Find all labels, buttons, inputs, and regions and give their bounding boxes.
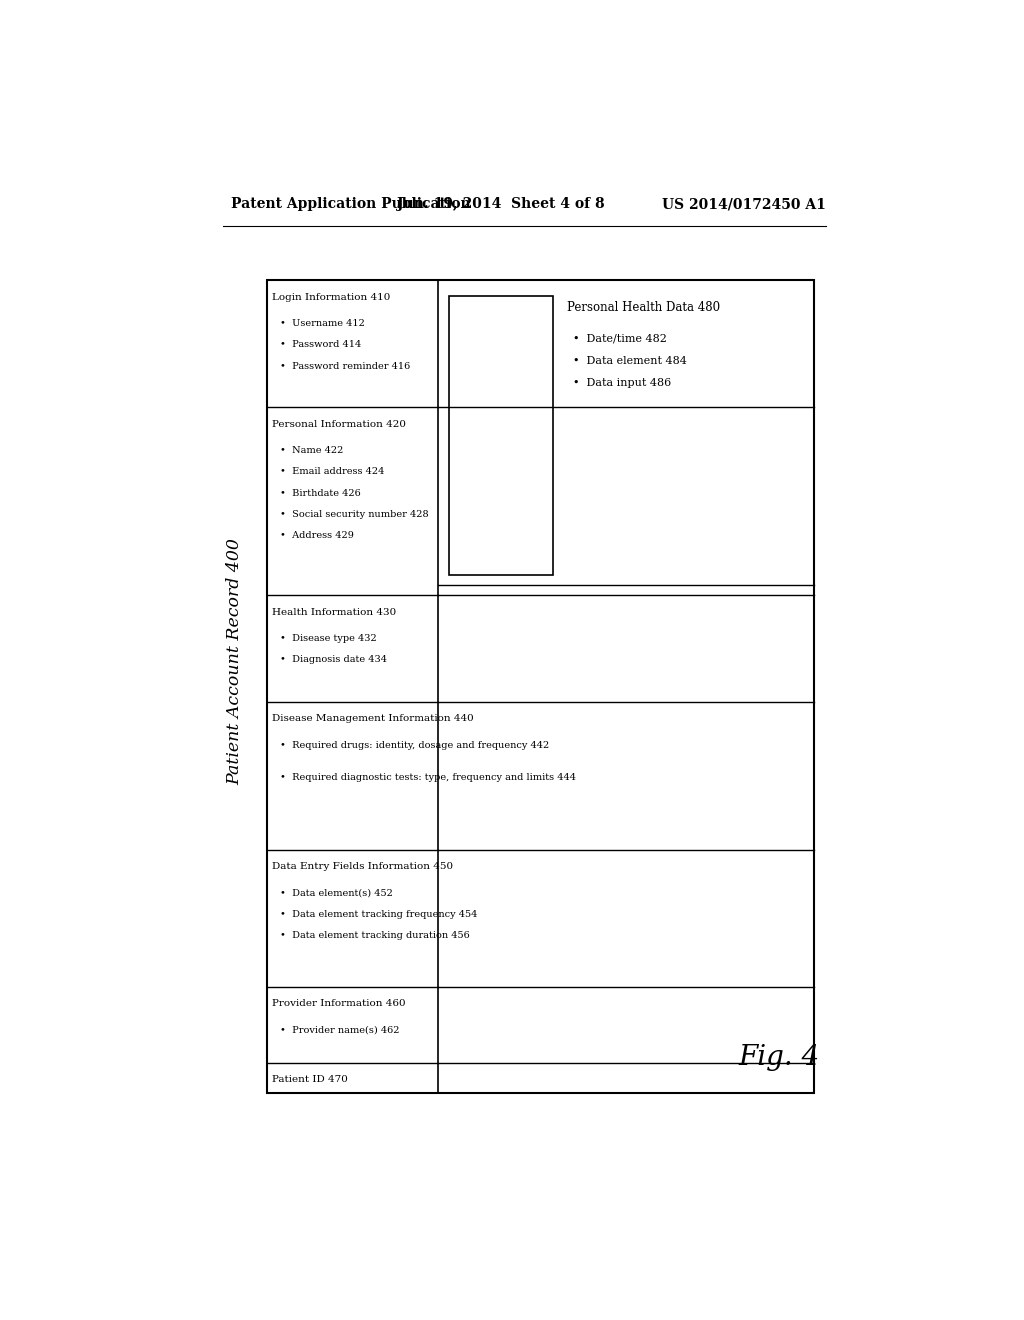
Text: Login Information 410: Login Information 410 [272, 293, 391, 301]
Text: Jun. 19, 2014  Sheet 4 of 8: Jun. 19, 2014 Sheet 4 of 8 [397, 197, 605, 211]
Text: •  Date/time 482: • Date/time 482 [573, 333, 667, 343]
Text: •  Required diagnostic tests: type, frequency and limits 444: • Required diagnostic tests: type, frequ… [281, 774, 577, 783]
Text: Disease Management Information 440: Disease Management Information 440 [272, 714, 474, 723]
Text: •  Data input 486: • Data input 486 [573, 378, 672, 388]
Text: Personal Information 420: Personal Information 420 [272, 420, 407, 429]
Text: Data Entry Fields Information 450: Data Entry Fields Information 450 [272, 862, 454, 871]
Text: Personal Health Data 480: Personal Health Data 480 [567, 301, 720, 314]
Text: •  Password reminder 416: • Password reminder 416 [281, 362, 411, 371]
Text: •  Name 422: • Name 422 [281, 446, 344, 455]
Text: Patent Application Publication: Patent Application Publication [231, 197, 471, 211]
Text: •  Provider name(s) 462: • Provider name(s) 462 [281, 1026, 399, 1035]
Text: Health Information 430: Health Information 430 [272, 607, 396, 616]
Text: •  Diagnosis date 434: • Diagnosis date 434 [281, 656, 387, 664]
Text: Patient Account Record 400: Patient Account Record 400 [226, 539, 244, 785]
Bar [267, 280, 814, 1093]
Text: •  Email address 424: • Email address 424 [281, 467, 385, 477]
Text: •  Data element tracking duration 456: • Data element tracking duration 456 [281, 931, 470, 940]
Text: •  Username 412: • Username 412 [281, 319, 366, 327]
Text: •  Social security number 428: • Social security number 428 [281, 510, 429, 519]
Text: •  Disease type 432: • Disease type 432 [281, 634, 377, 643]
Text: •  Data element(s) 452: • Data element(s) 452 [281, 888, 393, 898]
Text: •  Birthdate 426: • Birthdate 426 [281, 488, 361, 498]
Text: •  Address 429: • Address 429 [281, 532, 354, 540]
Text: •  Password 414: • Password 414 [281, 341, 361, 350]
Text: US 2014/0172450 A1: US 2014/0172450 A1 [663, 197, 826, 211]
Text: Fig. 4: Fig. 4 [738, 1044, 819, 1072]
Text: Patient ID 470: Patient ID 470 [272, 1076, 348, 1084]
Bar [450, 296, 553, 576]
Text: •  Data element 484: • Data element 484 [573, 355, 687, 366]
Text: •  Required drugs: identity, dosage and frequency 442: • Required drugs: identity, dosage and f… [281, 741, 550, 750]
Text: •  Data element tracking frequency 454: • Data element tracking frequency 454 [281, 909, 478, 919]
Text: Provider Information 460: Provider Information 460 [272, 999, 407, 1008]
